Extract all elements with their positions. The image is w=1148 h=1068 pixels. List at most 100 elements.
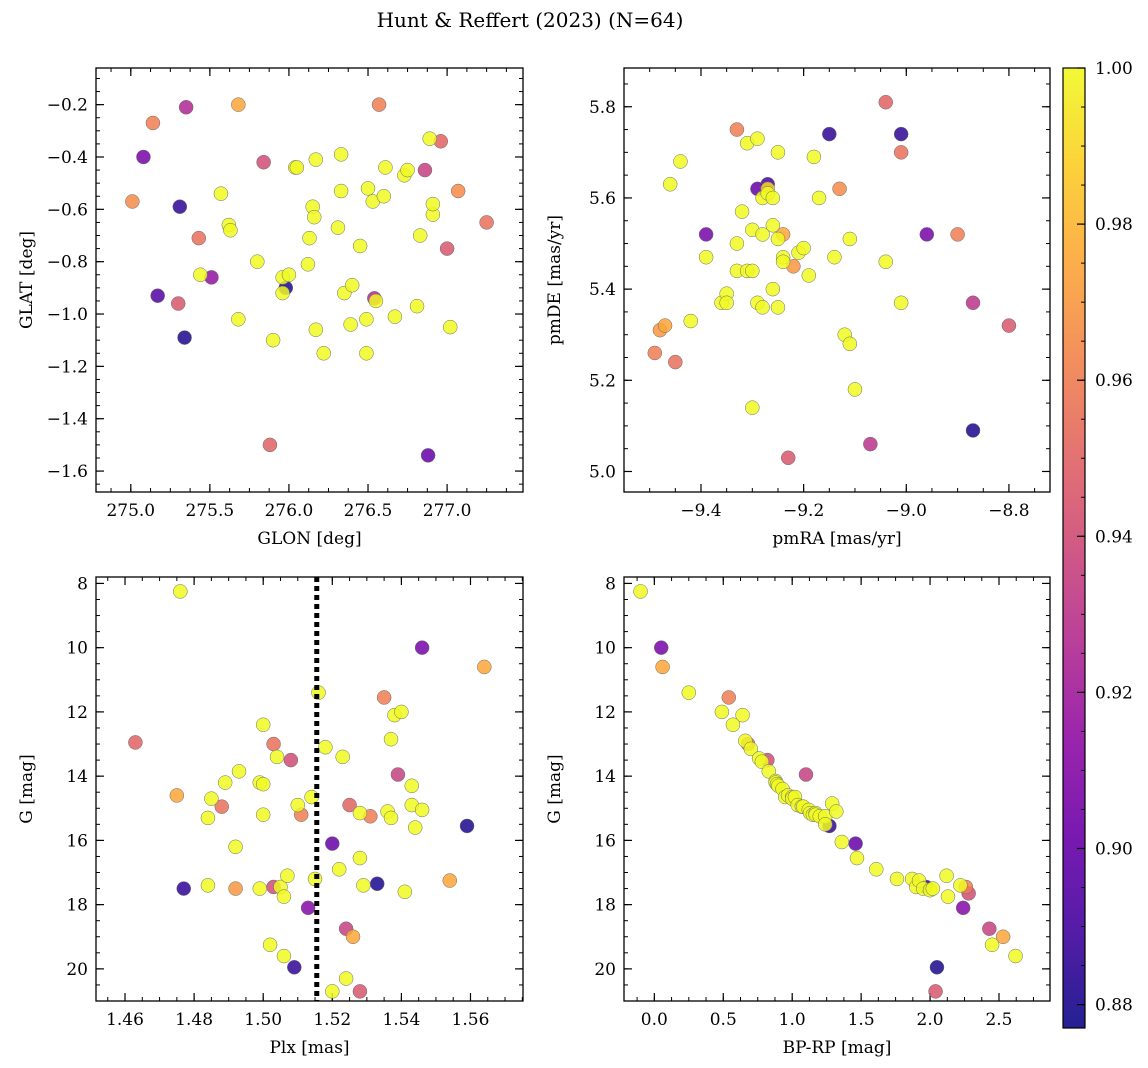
- data-point: [1001, 318, 1017, 333]
- x-tick-label: 0.0: [641, 1010, 668, 1030]
- x-axis-label: BP-RP [mag]: [783, 1038, 892, 1058]
- data-point: [425, 196, 441, 212]
- y-tick-label: −0.4: [47, 148, 88, 168]
- data-point: [283, 752, 299, 768]
- data-point: [735, 707, 750, 723]
- y-tick-label: 14: [66, 767, 88, 787]
- data-point: [204, 791, 219, 806]
- data-point: [214, 799, 230, 814]
- data-point: [378, 160, 393, 175]
- data-point: [893, 295, 909, 311]
- data-point: [450, 183, 466, 199]
- y-axis-label: G [mag]: [545, 754, 565, 823]
- data-point: [289, 160, 305, 175]
- data-point: [255, 776, 271, 792]
- data-point: [681, 685, 697, 700]
- data-point: [827, 249, 842, 265]
- data-point: [371, 97, 387, 112]
- data-point: [459, 818, 475, 834]
- data-point: [721, 690, 737, 705]
- data-point: [356, 878, 371, 893]
- data-point: [832, 181, 847, 197]
- data-point: [369, 876, 385, 892]
- data-point: [414, 640, 430, 655]
- data-point: [479, 215, 494, 230]
- x-tick-label: 277.0: [423, 501, 472, 521]
- data-point: [352, 850, 368, 866]
- data-point: [770, 231, 786, 247]
- data-point: [308, 322, 324, 337]
- x-tick-label: 2.5: [985, 1010, 1012, 1030]
- data-point: [878, 94, 894, 110]
- data-point: [231, 312, 246, 327]
- data-point: [775, 254, 791, 270]
- data-point: [842, 336, 858, 352]
- data-point: [200, 810, 216, 826]
- x-tick-label: −9.2: [783, 501, 824, 521]
- colorbar-tick-label: 0.94: [1095, 527, 1133, 547]
- data-point: [1008, 948, 1023, 964]
- data-point: [965, 423, 981, 438]
- data-point: [755, 300, 770, 315]
- data-point: [965, 295, 981, 311]
- data-point: [376, 690, 392, 705]
- data-point: [338, 971, 354, 986]
- scatter-points: [128, 584, 492, 999]
- figure-title: Hunt & Reffert (2023) (N=64): [377, 8, 684, 32]
- data-point: [335, 749, 350, 765]
- data-point: [178, 100, 194, 115]
- y-tick-label: −1.0: [47, 305, 88, 325]
- data-point: [228, 881, 243, 896]
- data-point: [345, 929, 361, 945]
- data-point: [698, 249, 714, 265]
- data-point: [256, 154, 271, 170]
- data-point: [811, 190, 827, 206]
- colorbar-tick-label: 0.98: [1095, 215, 1133, 235]
- data-point: [333, 147, 349, 162]
- data-point: [252, 881, 268, 896]
- panel-sky-position: 275.0 275.5 276.0 276.5 277.0 −1.6 −1.4 −1.2 −1.…: [17, 67, 524, 549]
- data-point: [662, 177, 678, 192]
- x-axis-label: GLON [deg]: [257, 529, 361, 549]
- data-point: [984, 937, 1000, 953]
- colorbar: 0.88 0.90 0.92 0.94 0.96 0.98 1.00: [1062, 59, 1133, 1029]
- colorbar-tick-label: 1.00: [1095, 59, 1133, 79]
- y-tick-label: 10: [66, 639, 88, 659]
- data-point: [869, 862, 884, 877]
- data-point: [863, 436, 878, 452]
- data-point: [191, 230, 207, 246]
- data-point: [368, 293, 384, 309]
- x-tick-label: 276.5: [344, 501, 393, 521]
- y-tick-label: 16: [594, 831, 616, 851]
- x-tick-label: 1.56: [452, 1010, 490, 1030]
- y-tick-label: 12: [66, 703, 88, 723]
- data-point: [765, 190, 781, 206]
- data-point: [443, 319, 458, 335]
- data-point: [683, 313, 698, 329]
- data-point: [150, 288, 165, 303]
- y-tick-label: 20: [66, 960, 88, 980]
- y-tick-label: 16: [66, 831, 88, 851]
- data-point: [343, 317, 358, 332]
- y-tick-label: −1.2: [47, 357, 88, 377]
- data-point: [477, 659, 492, 675]
- data-point: [842, 231, 858, 247]
- data-point: [200, 878, 216, 893]
- data-point: [849, 850, 865, 866]
- data-point: [743, 741, 759, 757]
- y-tick-label: 5.6: [589, 189, 616, 209]
- axes-frame: [95, 67, 524, 493]
- data-point: [955, 900, 971, 916]
- data-point: [383, 810, 399, 826]
- data-point: [668, 354, 683, 370]
- x-tick-label: 0.5: [710, 1010, 737, 1030]
- colorbar-frame: [1062, 67, 1086, 1029]
- data-point: [400, 162, 415, 178]
- data-point: [801, 268, 817, 283]
- data-point: [647, 345, 663, 361]
- data-point: [734, 204, 750, 219]
- x-tick-label: −8.8: [988, 501, 1029, 521]
- data-point: [359, 312, 374, 327]
- panel-colour-magnitude: 0.0 0.5 1.0 1.5 2.0 2.5 8 10 12 14 16 18 20 BP-RP [ma…: [545, 574, 1051, 1058]
- data-point: [262, 937, 278, 953]
